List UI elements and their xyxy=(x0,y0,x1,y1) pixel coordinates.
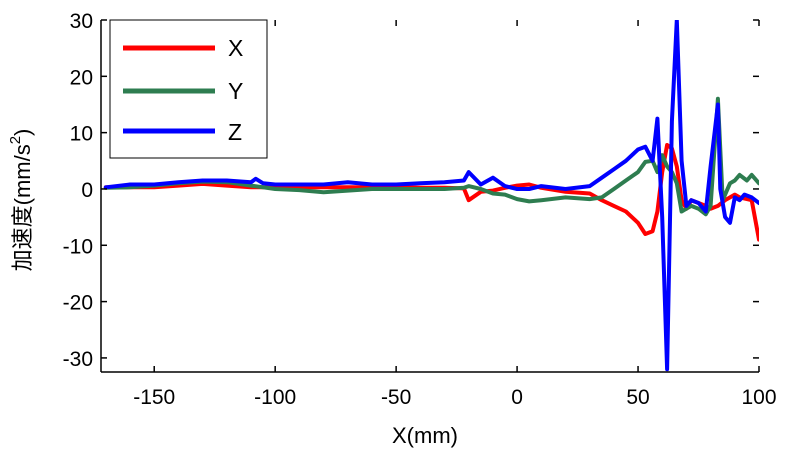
x-tick-label: -100 xyxy=(254,386,296,409)
legend-label-y: Y xyxy=(228,78,243,104)
x-axis-title: X(mm) xyxy=(392,423,458,448)
y-tick-label: 20 xyxy=(70,66,93,89)
y-axis-title: 加速度(mm/s2) xyxy=(7,129,35,272)
legend-label-z: Z xyxy=(228,119,242,145)
svg-text:加速度(mm/s2): 加速度(mm/s2) xyxy=(7,129,35,272)
y-tick-label: 10 xyxy=(70,123,93,146)
y-axis-title-superscript: 2 xyxy=(7,136,24,144)
y-tick-label: -10 xyxy=(63,235,93,258)
y-tick-label: 30 xyxy=(70,10,93,33)
y-tick-label: -30 xyxy=(63,348,93,371)
x-tick-label: 50 xyxy=(626,386,649,409)
legend-item-z: Z xyxy=(123,119,242,145)
legend: X Y Z xyxy=(109,19,268,159)
x-tick-label: -50 xyxy=(381,386,411,409)
legend-item-x: X xyxy=(123,35,243,61)
series-layer xyxy=(103,20,759,372)
x-tick-label: 0 xyxy=(511,386,523,409)
y-axis-title-main: 加速度(mm/s xyxy=(10,144,35,271)
x-tick-label: 100 xyxy=(741,386,776,409)
x-tick-label: -150 xyxy=(133,386,175,409)
legend-item-y: Y xyxy=(123,78,243,104)
axes-layer xyxy=(100,20,759,373)
series-line-z xyxy=(103,20,759,372)
legend-label-x: X xyxy=(228,35,243,61)
y-tick-label: 0 xyxy=(81,179,93,202)
y-tick-label: -20 xyxy=(63,292,93,315)
series-line-y xyxy=(103,96,759,217)
y-axis-title-close: ) xyxy=(10,129,35,136)
